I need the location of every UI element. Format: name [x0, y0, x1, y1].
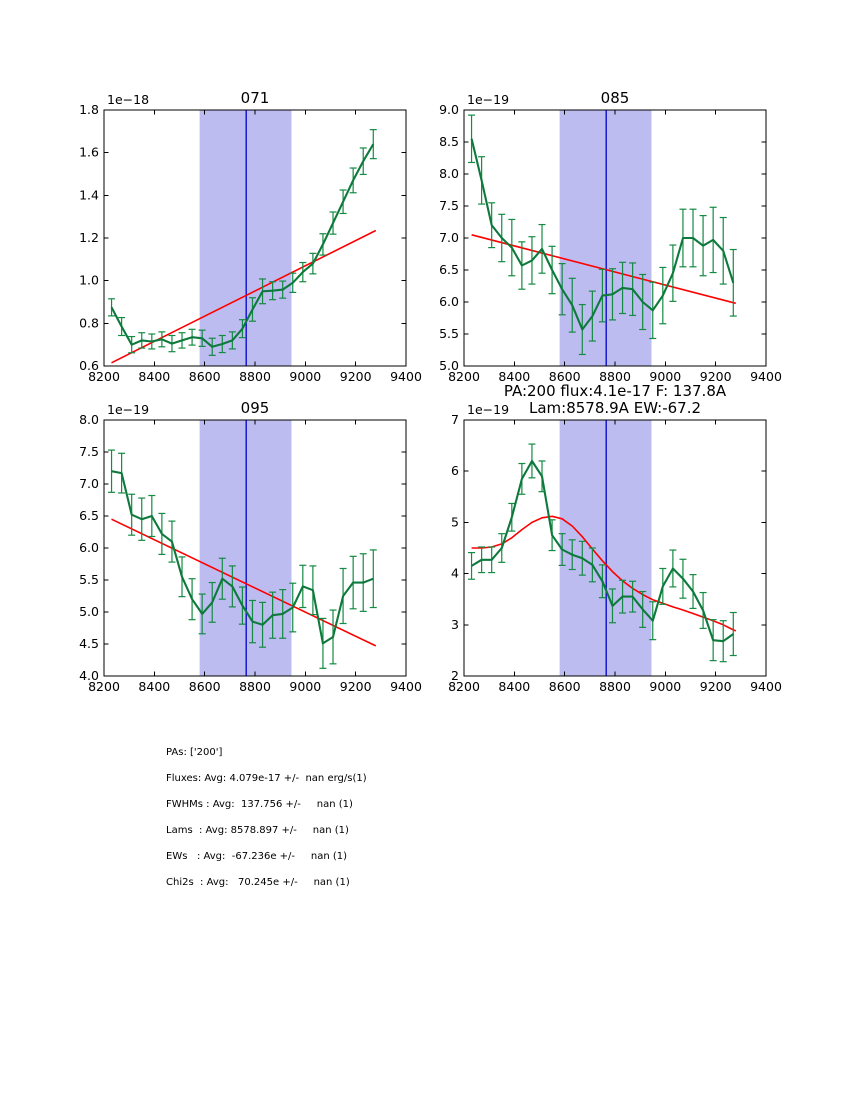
x-tick-label: 8800 [599, 369, 631, 384]
spectrum-line [111, 470, 374, 645]
stats-pas-line: PAs: ['200'] [166, 747, 223, 758]
y-tick-label: 1.4 [79, 187, 99, 202]
y-tick-label: 5 [451, 514, 459, 529]
x-tick-label: 8400 [138, 369, 170, 384]
y-tick-label: 6.5 [439, 262, 459, 277]
stats-block: PAs: ['200'] Fluxes: Avg: 4.079e-17 +/- … [166, 740, 367, 896]
x-tick-label: 8600 [189, 679, 221, 694]
y-tick-label: 1.6 [79, 145, 99, 160]
x-tick-label: 9000 [289, 679, 321, 694]
axes-frame [463, 109, 767, 367]
x-tick-label: 8600 [189, 369, 221, 384]
stats-fwhms-line: FWHMs : Avg: 137.756 +/- nan (1) [166, 799, 353, 810]
y-tick-label: 6 [451, 463, 459, 478]
x-tick-label: 8600 [549, 369, 581, 384]
x-tick-label: 8800 [239, 369, 271, 384]
x-tick-label: 8200 [448, 679, 480, 694]
y-tick-label: 7.0 [79, 476, 99, 491]
axis-offset-label: 1e−19 [107, 402, 149, 417]
y-tick-label: 0.6 [79, 358, 99, 373]
x-tick-label: 8200 [88, 369, 120, 384]
stats-ews-line: EWs : Avg: -67.236e +/- nan (1) [166, 851, 348, 862]
y-tick-label: 1.2 [79, 230, 99, 245]
x-tick-label: 8200 [448, 369, 480, 384]
continuum-fit-line [111, 518, 377, 647]
x-tick-label: 9400 [750, 679, 782, 694]
x-tick-label: 8800 [239, 679, 271, 694]
y-tick-label: 6.0 [439, 294, 459, 309]
figure-canvas: 8200 8400 8600 8800 9000 9200 9400 0.6 0.8 1.0 1.2… [79, 89, 782, 694]
x-tick-label: 9400 [390, 679, 422, 694]
y-tick-label: 7.5 [439, 198, 459, 213]
axis-offset-label: 1e−19 [467, 402, 509, 417]
x-tick-label: 9200 [340, 679, 372, 694]
y-tick-label: 7 [451, 412, 459, 427]
stats-lams-line: Lams : Avg: 8578.897 +/- nan (1) [166, 825, 349, 836]
chart-title: PA:200 flux:4.1e-17 F: 137.8A [504, 382, 727, 400]
x-tick-label: 8200 [88, 679, 120, 694]
y-tick-label: 6.0 [79, 540, 99, 555]
y-tick-label: 4.5 [79, 636, 99, 651]
chart-title: Lam:8578.9A EW:-67.2 [529, 399, 701, 417]
y-tick-label: 6.5 [79, 508, 99, 523]
y-tick-label: 5.5 [439, 326, 459, 341]
x-tick-label: 8400 [498, 369, 530, 384]
axes-frame [463, 419, 767, 677]
chart-title: 085 [601, 89, 630, 107]
x-tick-label: 8600 [549, 679, 581, 694]
axis-offset-label: 1e−18 [107, 92, 149, 107]
x-tick-label: 9200 [340, 369, 372, 384]
continuum-fit-line [471, 515, 737, 632]
y-tick-label: 0.8 [79, 315, 99, 330]
y-tick-label: 4.0 [79, 668, 99, 683]
y-tick-label: 1.0 [79, 273, 99, 288]
y-tick-label: 9.0 [439, 102, 459, 117]
spectrum-line [470, 138, 735, 331]
y-tick-label: 3 [451, 617, 459, 632]
stats-fluxes-line: Fluxes: Avg: 4.079e-17 +/- nan erg/s(1) [166, 773, 367, 784]
x-tick-label: 9000 [649, 679, 681, 694]
x-tick-label: 8400 [498, 679, 530, 694]
y-tick-label: 8.0 [439, 166, 459, 181]
axes-frame [103, 419, 407, 677]
x-tick-label: 9000 [649, 369, 681, 384]
y-tick-label: 7.0 [439, 230, 459, 245]
y-tick-label: 5.0 [79, 604, 99, 619]
subplot-095: 8200 8400 8600 8800 9000 9200 9400 4.0 4.5 5.0 5.5… [79, 399, 422, 694]
x-tick-label: 9200 [700, 369, 732, 384]
stats-chi2s-line: Chi2s : Avg: 70.245e +/- nan (1) [166, 877, 350, 888]
y-tick-label: 7.5 [79, 444, 99, 459]
subplot-fit: 8200 8400 8600 8800 9000 9200 9400 2 3 4 5 6 7 1e−19 P… [448, 382, 782, 694]
x-tick-label: 9400 [390, 369, 422, 384]
y-tick-label: 1.8 [79, 102, 99, 117]
axes-frame [103, 109, 407, 367]
y-tick-label: 5.5 [79, 572, 99, 587]
spectrum-line [471, 459, 734, 643]
y-tick-label: 8.0 [79, 412, 99, 427]
x-tick-label: 9400 [750, 369, 782, 384]
y-tick-label: 5.0 [439, 358, 459, 373]
chart-title: 071 [241, 89, 270, 107]
y-tick-label: 4 [451, 566, 459, 581]
chart-title: 095 [241, 399, 270, 417]
spectrum-line [110, 143, 375, 348]
subplot-085: 8200 8400 8600 8800 9000 9200 9400 5.0 5.5 6.0 6.5… [439, 89, 782, 384]
y-tick-label: 8.5 [439, 134, 459, 149]
x-tick-label: 8800 [599, 679, 631, 694]
y-tick-label: 2 [451, 668, 459, 683]
x-tick-label: 8400 [138, 679, 170, 694]
subplot-071: 8200 8400 8600 8800 9000 9200 9400 0.6 0.8 1.0 1.2… [79, 89, 422, 384]
x-tick-label: 9000 [289, 369, 321, 384]
axis-offset-label: 1e−19 [467, 92, 509, 107]
x-tick-label: 9200 [700, 679, 732, 694]
